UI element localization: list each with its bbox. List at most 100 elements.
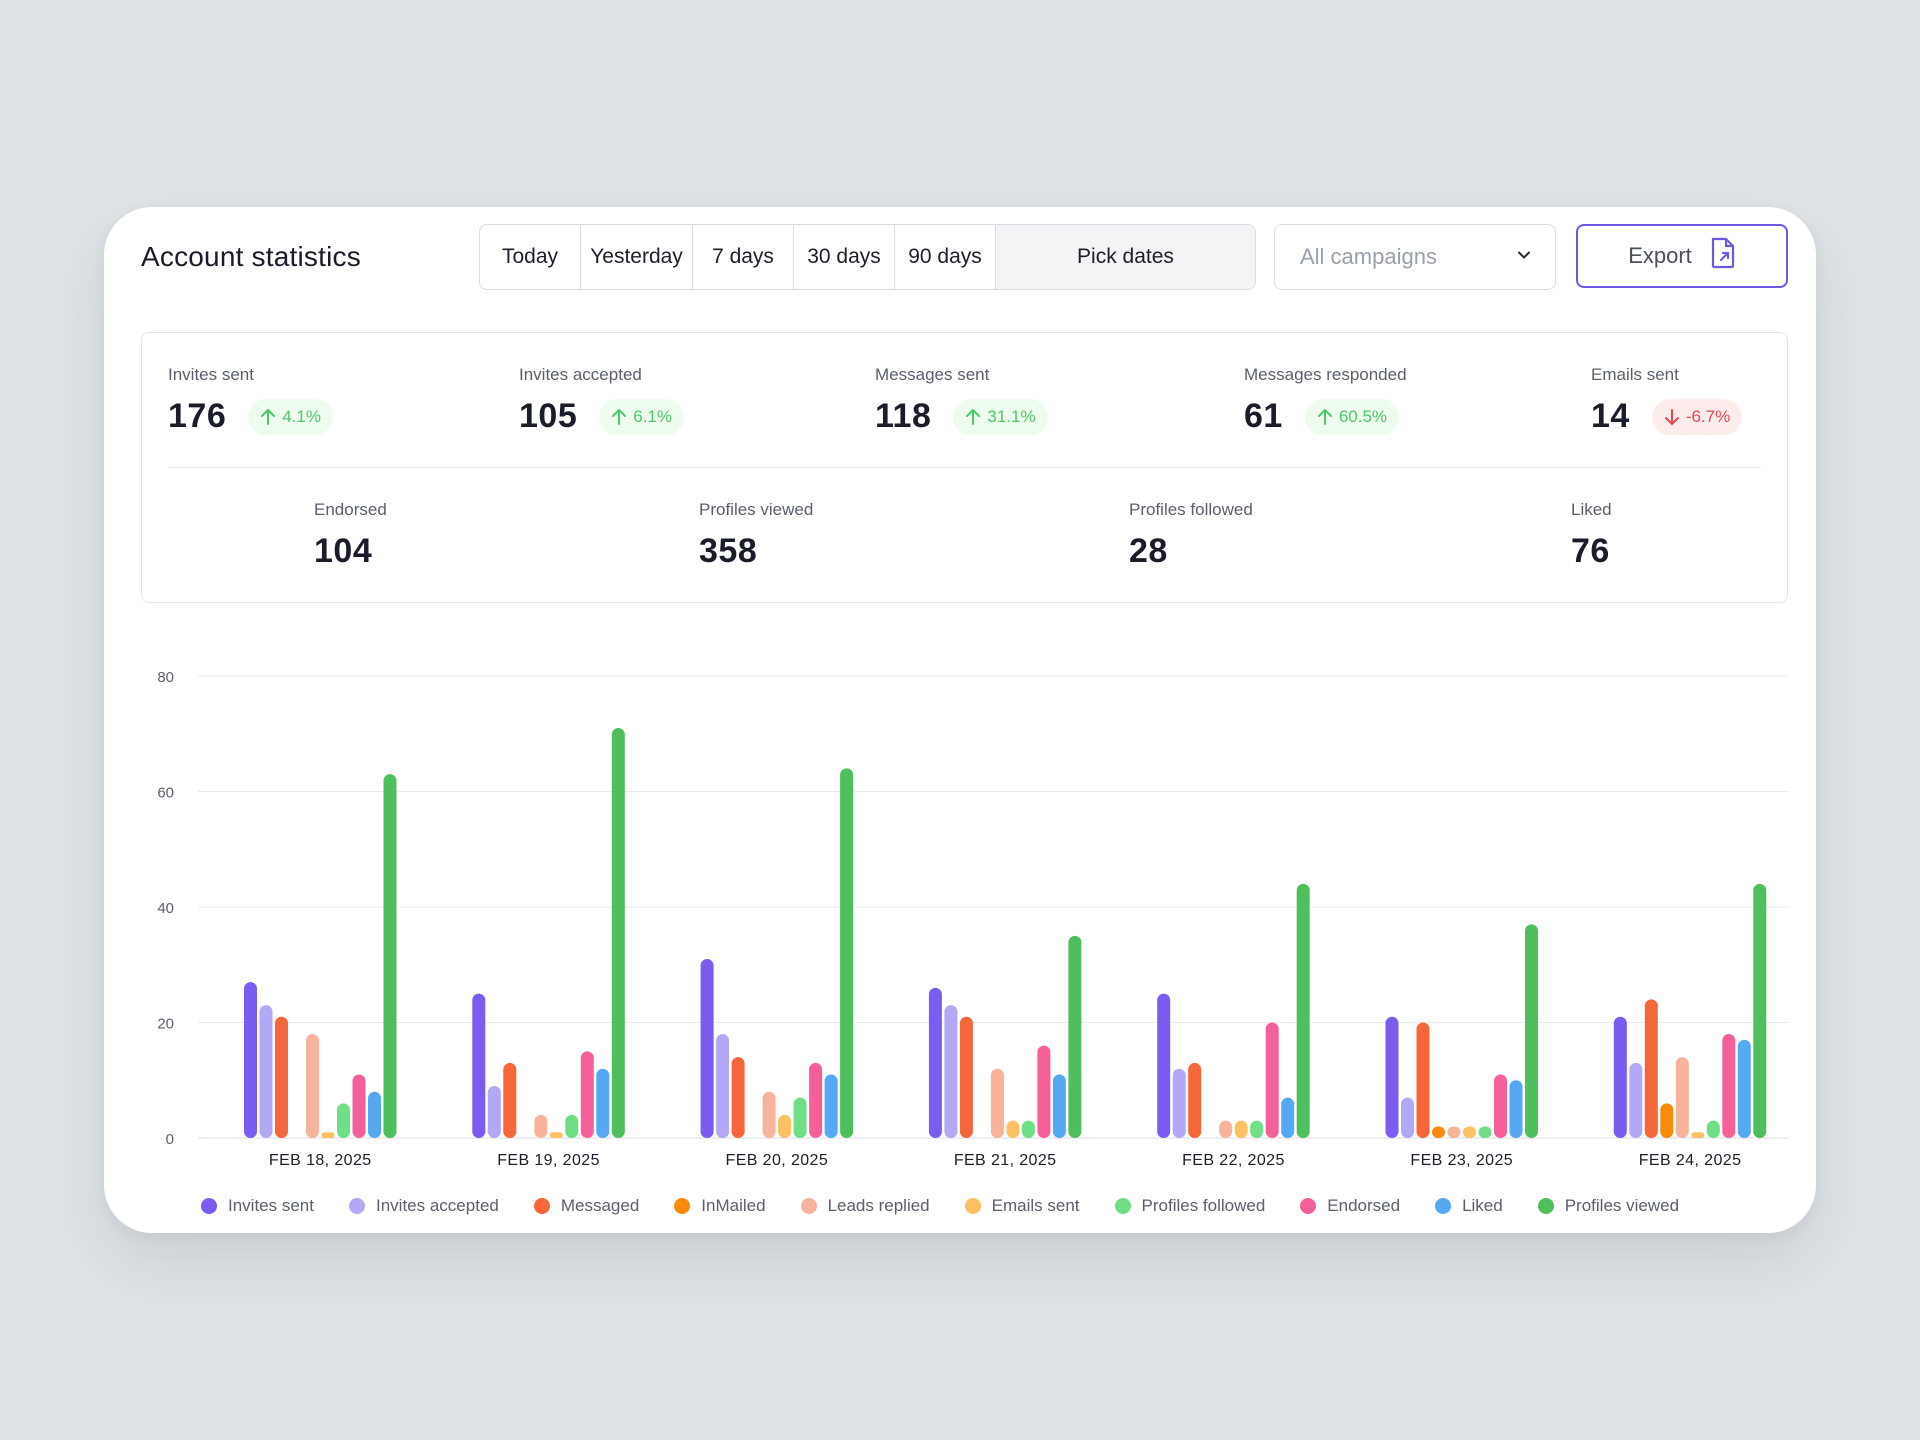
bar-emails-sent[interactable] (1006, 1120, 1020, 1138)
bar-invites-sent[interactable] (1613, 1016, 1627, 1138)
trend-badge: 4.1% (248, 398, 333, 435)
bar-inmailed[interactable] (1660, 1103, 1674, 1138)
bar-profiles-followed[interactable] (1021, 1120, 1035, 1138)
trend-badge: -6.7% (1651, 398, 1743, 435)
bar-emails-sent[interactable] (549, 1132, 563, 1138)
bar-invites-accepted[interactable] (1172, 1068, 1186, 1138)
bar-profiles-viewed[interactable] (611, 727, 625, 1138)
legend-item-invites-sent[interactable]: Invites sent (201, 1196, 314, 1216)
legend-item-invites-accepted[interactable]: Invites accepted (349, 1196, 499, 1216)
bar-profiles-viewed[interactable] (1068, 935, 1082, 1138)
range-30-days-button[interactable]: 30 days (794, 225, 895, 289)
bar-profiles-followed[interactable] (1706, 1120, 1720, 1138)
stat-invites-accepted: Invites accepted 105 6.1% (519, 365, 684, 436)
range-90-days-button[interactable]: 90 days (895, 225, 996, 289)
legend-item-emails-sent[interactable]: Emails sent (964, 1196, 1080, 1216)
bar-messaged[interactable] (1188, 1062, 1202, 1138)
bar-endorsed[interactable] (1722, 1034, 1736, 1138)
stat-value: 105 (519, 397, 578, 435)
bar-emails-sent[interactable] (321, 1132, 335, 1138)
legend-item-messaged[interactable]: Messaged (533, 1196, 639, 1216)
bar-emails-sent[interactable] (1234, 1120, 1248, 1138)
bar-invites-sent[interactable] (472, 993, 486, 1138)
bar-leads-replied[interactable] (990, 1068, 1004, 1138)
legend-item-profiles-viewed[interactable]: Profiles viewed (1537, 1196, 1679, 1216)
bar-messaged[interactable] (275, 1016, 288, 1138)
account-statistics-card: Account statistics Today Yesterday 7 day… (104, 207, 1816, 1233)
bar-messaged[interactable] (1416, 1022, 1430, 1139)
bar-invites-accepted[interactable] (259, 1005, 273, 1138)
bar-leads-replied[interactable] (1219, 1120, 1233, 1138)
bar-invites-accepted[interactable] (1401, 1097, 1414, 1138)
bar-leads-replied[interactable] (762, 1091, 776, 1138)
range-7-days-button[interactable]: 7 days (693, 225, 794, 289)
bar-invites-accepted[interactable] (944, 1005, 958, 1138)
bar-invites-sent[interactable] (244, 982, 257, 1138)
bar-invites-sent[interactable] (700, 958, 714, 1138)
bar-emails-sent[interactable] (778, 1114, 792, 1138)
stat-emails-sent: Emails sent 14 -6.7% (1591, 365, 1743, 436)
bar-liked[interactable] (824, 1074, 838, 1138)
export-button[interactable]: Export (1576, 224, 1788, 288)
bar-endorsed[interactable] (352, 1074, 366, 1138)
bar-liked[interactable] (1052, 1074, 1066, 1138)
bar-profiles-followed[interactable] (337, 1103, 350, 1138)
stat-endorsed: Endorsed 104 (314, 500, 387, 571)
bar-profiles-followed[interactable] (565, 1114, 579, 1138)
bar-messaged[interactable] (959, 1016, 973, 1138)
bar-messaged[interactable] (1644, 999, 1658, 1138)
bar-liked[interactable] (368, 1091, 381, 1138)
bar-profiles-followed[interactable] (793, 1097, 807, 1138)
bar-profiles-viewed[interactable] (1753, 883, 1767, 1138)
bar-leads-replied[interactable] (534, 1114, 548, 1138)
campaign-select[interactable]: All campaigns (1274, 224, 1556, 290)
bar-profiles-viewed[interactable] (1525, 924, 1538, 1138)
bar-liked[interactable] (596, 1068, 610, 1138)
bar-profiles-viewed[interactable] (1296, 883, 1310, 1138)
bar-invites-accepted[interactable] (716, 1034, 730, 1138)
bar-endorsed[interactable] (1265, 1022, 1279, 1139)
bar-emails-sent[interactable] (1691, 1132, 1705, 1138)
bar-invites-accepted[interactable] (487, 1086, 501, 1138)
bar-messaged[interactable] (731, 1057, 745, 1138)
bar-inmailed[interactable] (1432, 1126, 1445, 1138)
legend-swatch (674, 1198, 691, 1214)
legend-label: Liked (1462, 1196, 1503, 1215)
bar-profiles-followed[interactable] (1250, 1120, 1264, 1138)
y-tick-label: 80 (157, 669, 174, 686)
range-pick-dates-button[interactable]: Pick dates (996, 225, 1255, 289)
x-tick-label: FEB 22, 2025 (1182, 1152, 1285, 1169)
bar-invites-sent[interactable] (1385, 1016, 1399, 1138)
bar-endorsed[interactable] (580, 1051, 594, 1138)
legend-label: Invites accepted (376, 1196, 499, 1215)
bar-endorsed[interactable] (809, 1062, 823, 1138)
bar-endorsed[interactable] (1494, 1074, 1507, 1138)
legend-item-endorsed[interactable]: Endorsed (1300, 1196, 1400, 1216)
bar-profiles-viewed[interactable] (383, 774, 397, 1138)
bar-endorsed[interactable] (1037, 1045, 1051, 1138)
x-tick-label: FEB 21, 2025 (954, 1152, 1057, 1169)
x-tick-label: FEB 24, 2025 (1639, 1152, 1742, 1169)
range-today-button[interactable]: Today (480, 225, 581, 289)
legend-item-profiles-followed[interactable]: Profiles followed (1114, 1196, 1265, 1216)
bar-liked[interactable] (1281, 1097, 1295, 1138)
stat-value: 118 (875, 397, 932, 435)
bar-emails-sent[interactable] (1463, 1126, 1476, 1138)
bar-profiles-followed[interactable] (1478, 1126, 1492, 1138)
bar-liked[interactable] (1737, 1039, 1751, 1138)
legend-swatch (1300, 1198, 1317, 1214)
bar-invites-accepted[interactable] (1629, 1062, 1643, 1138)
bar-leads-replied[interactable] (306, 1034, 319, 1138)
bar-profiles-viewed[interactable] (840, 768, 854, 1138)
bar-invites-sent[interactable] (928, 987, 942, 1138)
bar-invites-sent[interactable] (1157, 993, 1171, 1138)
arrow-down-icon (1664, 408, 1679, 425)
legend-item-inmailed[interactable]: InMailed (674, 1196, 766, 1216)
bar-leads-replied[interactable] (1447, 1126, 1461, 1138)
legend-item-liked[interactable]: Liked (1435, 1196, 1503, 1216)
bar-leads-replied[interactable] (1675, 1057, 1689, 1138)
bar-messaged[interactable] (503, 1062, 517, 1138)
legend-item-leads-replied[interactable]: Leads replied (800, 1196, 930, 1216)
range-yesterday-button[interactable]: Yesterday (581, 225, 693, 289)
bar-liked[interactable] (1509, 1080, 1523, 1138)
